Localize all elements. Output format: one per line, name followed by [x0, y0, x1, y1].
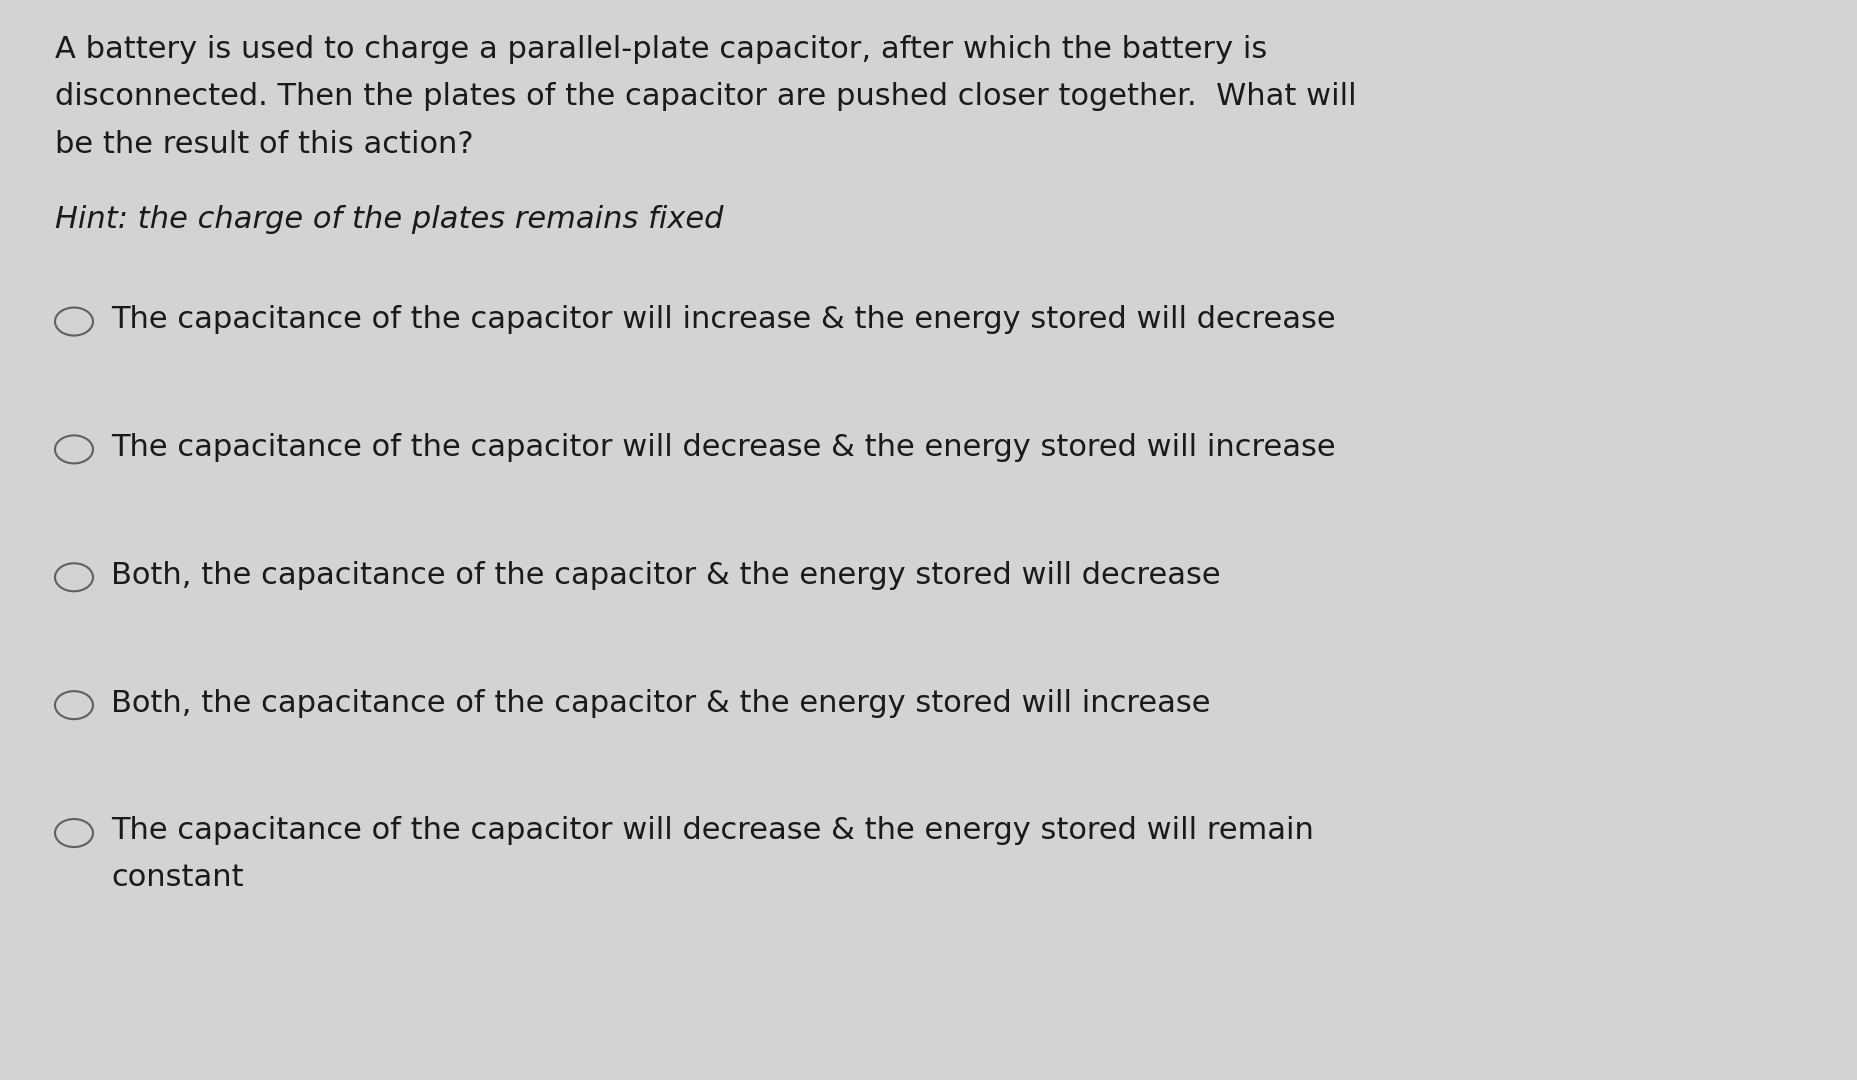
Text: disconnected. Then the plates of the capacitor are pushed closer together.  What: disconnected. Then the plates of the cap… — [56, 82, 1357, 111]
Text: The capacitance of the capacitor will decrease & the energy stored will remain: The capacitance of the capacitor will de… — [111, 816, 1315, 846]
Ellipse shape — [56, 691, 93, 719]
Text: Both, the capacitance of the capacitor & the energy stored will decrease: Both, the capacitance of the capacitor &… — [111, 561, 1220, 590]
Text: The capacitance of the capacitor will increase & the energy stored will decrease: The capacitance of the capacitor will in… — [111, 305, 1335, 334]
Ellipse shape — [56, 435, 93, 463]
Text: Hint: the charge of the plates remains fixed: Hint: the charge of the plates remains f… — [56, 205, 724, 234]
Text: A battery is used to charge a parallel-plate capacitor, after which the battery : A battery is used to charge a parallel-p… — [56, 35, 1266, 64]
Text: The capacitance of the capacitor will decrease & the energy stored will increase: The capacitance of the capacitor will de… — [111, 433, 1335, 462]
Ellipse shape — [56, 564, 93, 591]
Ellipse shape — [56, 819, 93, 847]
Text: be the result of this action?: be the result of this action? — [56, 130, 474, 159]
Text: Both, the capacitance of the capacitor & the energy stored will increase: Both, the capacitance of the capacitor &… — [111, 689, 1211, 717]
Text: constant: constant — [111, 863, 243, 892]
Ellipse shape — [56, 308, 93, 336]
